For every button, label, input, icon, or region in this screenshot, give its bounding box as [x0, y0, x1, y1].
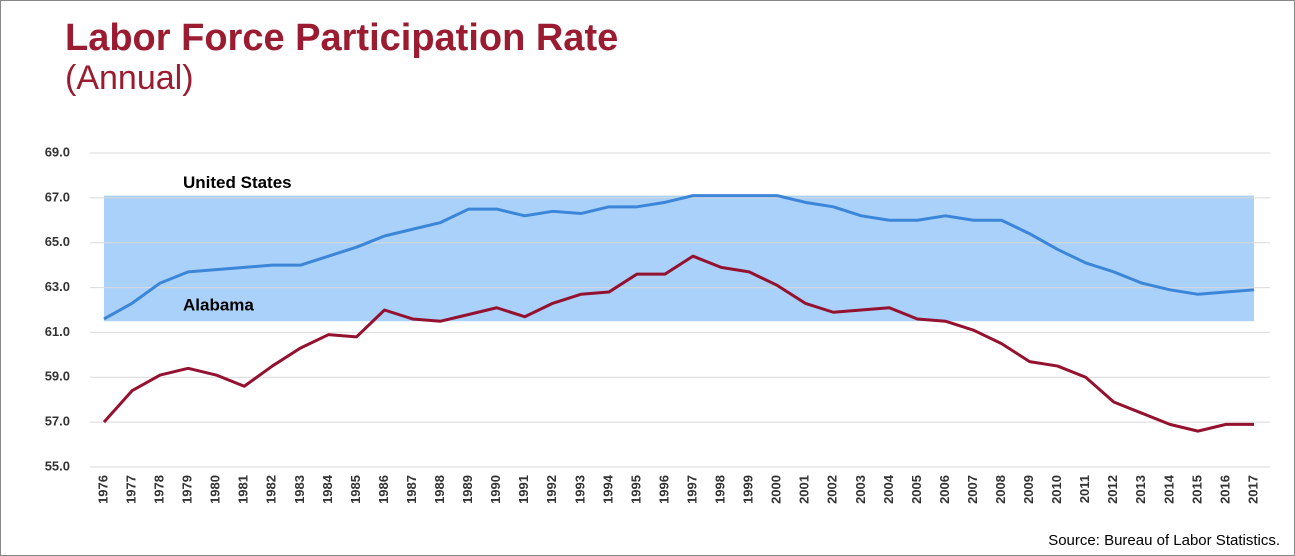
x-tick-label: 2002	[825, 475, 840, 504]
x-tick-label: 1978	[152, 475, 167, 504]
x-tick-label: 1996	[656, 475, 671, 504]
x-tick-label: 2009	[1021, 475, 1036, 504]
x-tick-label: 1994	[600, 474, 615, 504]
x-tick-label: 2013	[1133, 475, 1148, 504]
series-line	[103, 194, 1255, 321]
y-tick-label: 65.0	[45, 234, 70, 249]
x-tick-label: 1993	[572, 475, 587, 504]
x-tick-label: 2003	[853, 475, 868, 504]
series-line	[102, 254, 1254, 433]
source: Source: Bureau of Labor Statistics.	[1048, 532, 1280, 549]
x-tick-label: 2015	[1189, 475, 1204, 504]
x-tick-label: 1990	[488, 475, 503, 504]
x-tick-label: 2001	[797, 475, 812, 504]
x-tick-label: 2000	[769, 475, 784, 504]
x-tick-label: 1999	[741, 475, 756, 504]
chart-title: Labor Force Participation Rate	[65, 17, 618, 59]
x-tick-label: 1976	[95, 475, 110, 504]
y-tick-label: 63.0	[45, 279, 70, 294]
x-tick-label: 1980	[208, 475, 223, 504]
x-tick-label: 1997	[684, 475, 699, 504]
x-tick-label: 1982	[264, 475, 279, 504]
y-tick-label: 59.0	[45, 369, 70, 384]
x-tick-label: 1985	[348, 475, 363, 504]
x-tick-label: 2005	[909, 475, 924, 504]
x-tick-label: 1984	[320, 474, 335, 504]
x-tick-label: 2008	[993, 475, 1008, 504]
x-tick-label: 2004	[881, 474, 896, 504]
x-tick-label: 1991	[516, 475, 531, 504]
x-tick-label: 1986	[376, 475, 391, 504]
x-tick-label: 1977	[123, 475, 138, 504]
y-tick-label: 55.0	[45, 458, 70, 473]
x-tick-label: 2017	[1245, 475, 1260, 504]
x-tick-label: 1979	[180, 475, 195, 504]
x-tick-label: 1987	[404, 475, 419, 504]
y-tick-label: 69.0	[45, 144, 70, 159]
chart-subtitle: (Annual)	[65, 59, 194, 97]
x-tick-label: 2011	[1077, 475, 1092, 503]
x-tick-label: 1992	[544, 475, 559, 504]
x-tick-label: 2016	[1217, 475, 1232, 504]
x-tick-label: 2012	[1105, 475, 1120, 504]
x-tick-label: 2007	[965, 475, 980, 504]
series-label: Alabama	[183, 296, 254, 315]
x-tick-label: 1983	[292, 475, 307, 504]
y-tick-label: 67.0	[45, 189, 70, 204]
x-tick-label: 1988	[432, 475, 447, 504]
x-tick-label: 1981	[236, 475, 251, 504]
y-tick-label: 57.0	[45, 414, 70, 429]
x-tick-label: 2006	[937, 475, 952, 504]
x-tick-label: 1995	[628, 475, 643, 504]
x-tick-label: 1989	[460, 475, 475, 504]
y-tick-label: 61.0	[45, 324, 70, 339]
highlight-band	[104, 195, 1254, 322]
series-label: United States	[183, 173, 292, 192]
x-tick-label: 2010	[1049, 475, 1064, 504]
x-tick-label: 1998	[713, 475, 728, 504]
x-tick-label: 2014	[1161, 474, 1176, 504]
